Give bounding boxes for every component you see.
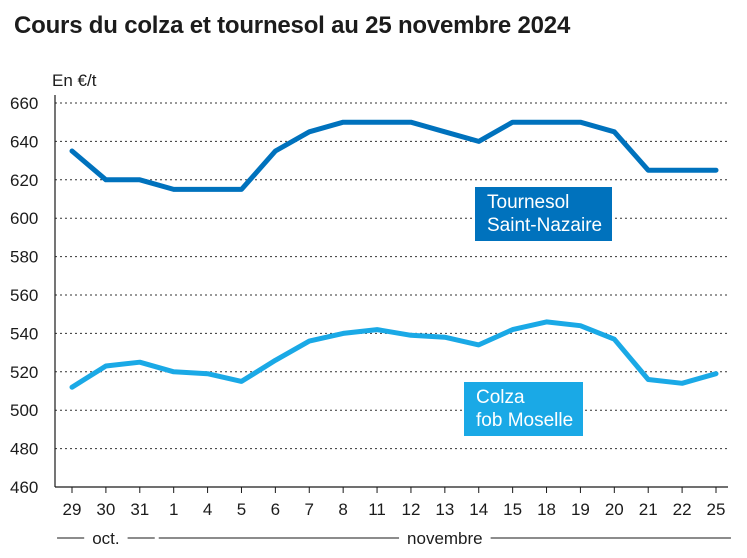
x-tick-label-8: 8 — [338, 500, 347, 519]
data-point-1-10 — [410, 334, 412, 336]
x-tick-label-1: 1 — [169, 500, 178, 519]
y-tick-label-560: 560 — [10, 286, 38, 305]
series-label-tournesol: Tournesol Saint-Nazaire — [475, 187, 613, 241]
y-tick-label-460: 460 — [10, 478, 38, 497]
x-tick-label-19: 19 — [571, 500, 590, 519]
y-tick-label-600: 600 — [10, 209, 38, 228]
data-point-1-12 — [478, 344, 480, 346]
data-point-1-5 — [240, 380, 242, 382]
x-tick-label-5: 5 — [237, 500, 246, 519]
month-label-0: oct. — [92, 529, 119, 548]
data-point-1-8 — [342, 332, 344, 334]
data-point-0-2 — [139, 179, 141, 181]
data-point-0-13 — [512, 121, 514, 123]
data-point-1-7 — [308, 340, 310, 342]
data-point-1-14 — [546, 321, 548, 323]
x-tick-label-15: 15 — [503, 500, 522, 519]
data-point-1-4 — [207, 373, 209, 375]
data-point-0-15 — [579, 121, 581, 123]
y-tick-label-640: 640 — [10, 132, 38, 151]
x-tick-label-13: 13 — [435, 500, 454, 519]
data-point-0-9 — [376, 121, 378, 123]
series-label-tournesol-line1: Tournesol — [487, 192, 570, 213]
y-tick-label-480: 480 — [10, 440, 38, 459]
data-point-1-19 — [715, 373, 717, 375]
data-point-1-17 — [647, 378, 649, 380]
data-point-1-11 — [444, 336, 446, 338]
x-tick-label-30: 30 — [96, 500, 115, 519]
y-unit-label: En €/t — [52, 71, 97, 90]
data-point-0-0 — [71, 150, 73, 152]
x-tick-label-21: 21 — [639, 500, 658, 519]
data-point-1-1 — [105, 365, 107, 367]
data-point-1-18 — [681, 382, 683, 384]
series-label-tournesol-line2: Saint-Nazaire — [487, 215, 603, 236]
data-point-0-14 — [546, 121, 548, 123]
x-tick-label-20: 20 — [605, 500, 624, 519]
x-tick-label-22: 22 — [673, 500, 692, 519]
x-tick-label-11: 11 — [368, 500, 386, 519]
x-tick-label-29: 29 — [63, 500, 82, 519]
x-tick-label-25: 25 — [707, 500, 726, 519]
data-point-1-3 — [173, 371, 175, 373]
data-point-0-17 — [647, 169, 649, 171]
y-tick-label-520: 520 — [10, 363, 38, 382]
series-label-colza-line1: Colza — [476, 387, 525, 408]
x-tick-label-18: 18 — [537, 500, 556, 519]
data-point-0-3 — [173, 188, 175, 190]
chart-title: Cours du colza et tournesol au 25 novemb… — [14, 12, 571, 39]
month-label-1: novembre — [407, 529, 483, 548]
data-point-1-6 — [274, 359, 276, 361]
x-tick-label-14: 14 — [469, 500, 488, 519]
y-tick-label-620: 620 — [10, 171, 38, 190]
data-point-0-16 — [613, 131, 615, 133]
data-point-0-11 — [444, 131, 446, 133]
data-point-0-19 — [715, 169, 717, 171]
series-line-1 — [69, 319, 719, 390]
data-point-0-10 — [410, 121, 412, 123]
data-point-1-9 — [376, 329, 378, 331]
series-label-colza-line2: fob Moselle — [476, 410, 574, 431]
data-point-0-7 — [308, 131, 310, 133]
series-label-colza: Colza fob Moselle — [464, 382, 584, 436]
y-tick-label-580: 580 — [10, 248, 38, 267]
data-point-0-12 — [478, 140, 480, 142]
x-tick-label-4: 4 — [203, 500, 212, 519]
y-tick-label-500: 500 — [10, 401, 38, 420]
data-point-0-6 — [274, 150, 276, 152]
data-point-1-0 — [71, 386, 73, 388]
data-point-0-5 — [240, 188, 242, 190]
data-point-0-18 — [681, 169, 683, 171]
x-tick-label-12: 12 — [401, 500, 420, 519]
x-tick-label-7: 7 — [305, 500, 314, 519]
y-tick-label-540: 540 — [10, 324, 38, 343]
data-point-0-8 — [342, 121, 344, 123]
x-tick-label-6: 6 — [271, 500, 280, 519]
data-point-1-16 — [613, 338, 615, 340]
data-point-1-15 — [579, 325, 581, 327]
series-line-0 — [69, 119, 719, 192]
data-point-0-1 — [105, 179, 107, 181]
data-point-1-13 — [512, 329, 514, 331]
data-point-1-2 — [139, 361, 141, 363]
x-tick-label-31: 31 — [130, 500, 149, 519]
data-point-0-4 — [207, 188, 209, 190]
y-tick-label-660: 660 — [10, 94, 38, 113]
